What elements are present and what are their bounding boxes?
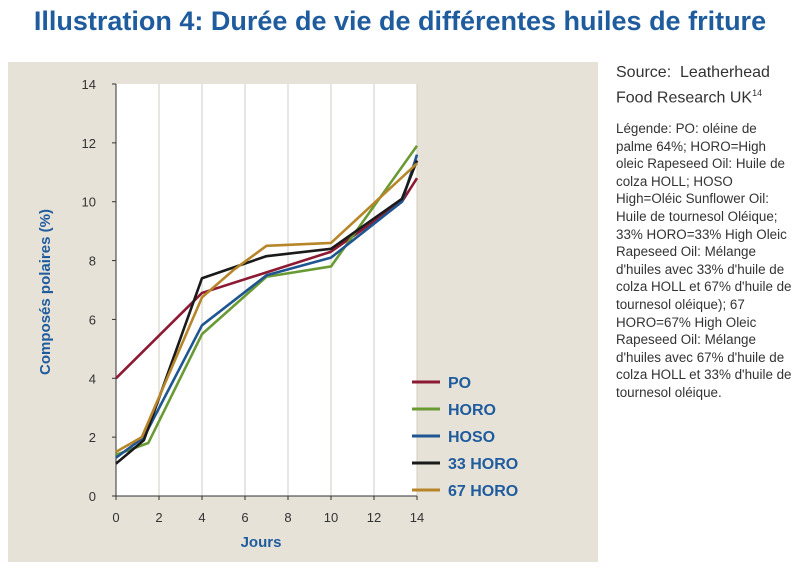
legend-label-33-horo: 33 HORO: [448, 456, 518, 473]
chart-series: [115, 145, 419, 465]
y-tick-label-12: 12: [82, 136, 96, 151]
x-tick-label-2: 2: [155, 510, 162, 525]
page-title: Illustration 4: Durée de vie de différen…: [33, 6, 767, 36]
x-tick-label-8: 8: [284, 510, 291, 525]
legend-description: Légende: PO: oléine de palme 64%; HORO=H…: [616, 120, 792, 402]
chart-panel: 0 2 4 6 8 10 12 14 0 2 4 6 8 10 12 14 PO HORO HOSO 33 HORO…: [8, 62, 598, 562]
plot-area: [116, 84, 417, 496]
source-reference: 14: [752, 88, 763, 98]
y-axis-label: Composés polaires (%): [37, 209, 54, 375]
chart-ticks: 0 2 4 6 8 10 12 14 0 2 4 6 8 10 12 14: [82, 77, 425, 525]
x-tick-label-4: 4: [198, 510, 205, 525]
series-line-67-horo: [115, 162, 418, 453]
x-axis-label: Jours: [241, 534, 282, 551]
chart-axes: [115, 84, 417, 497]
line-chart: 0 2 4 6 8 10 12 14 0 2 4 6 8 10 12 14 PO HORO HOSO 33 HORO…: [37, 77, 518, 551]
x-tick-label-6: 6: [241, 510, 248, 525]
x-tick-label-0: 0: [112, 510, 119, 525]
source-text: Leatherhead Food Research UK: [616, 64, 770, 107]
x-tick-label-12: 12: [367, 510, 381, 525]
source-label: Source:: [616, 64, 672, 81]
source-note: Source: Leatherhead Food Research UK14: [616, 63, 796, 108]
x-tick-label-10: 10: [324, 510, 338, 525]
legend-label-horo: HORO: [448, 402, 496, 419]
legend-label-67-horo: 67 HORO: [448, 483, 518, 500]
chart-legend: PO HORO HOSO 33 HORO 67 HORO: [412, 375, 518, 500]
y-tick-label-8: 8: [89, 254, 96, 269]
y-tick-label-0: 0: [89, 489, 96, 504]
series-line-33-horo: [115, 160, 419, 465]
y-tick-label-10: 10: [82, 195, 96, 210]
chart-grid: [116, 84, 418, 496]
x-tick-label-14: 14: [410, 510, 424, 525]
y-tick-label-14: 14: [82, 77, 96, 92]
legend-label-hoso: HOSO: [448, 429, 495, 446]
legend-description-text: PO: oléine de palme 64%; HORO=High oleic…: [616, 121, 792, 400]
y-tick-label-2: 2: [89, 430, 96, 445]
y-tick-label-6: 6: [89, 312, 96, 327]
y-tick-label-4: 4: [89, 371, 96, 386]
legend-label-po: PO: [448, 375, 471, 392]
legend-description-label: Légende:: [616, 121, 672, 136]
